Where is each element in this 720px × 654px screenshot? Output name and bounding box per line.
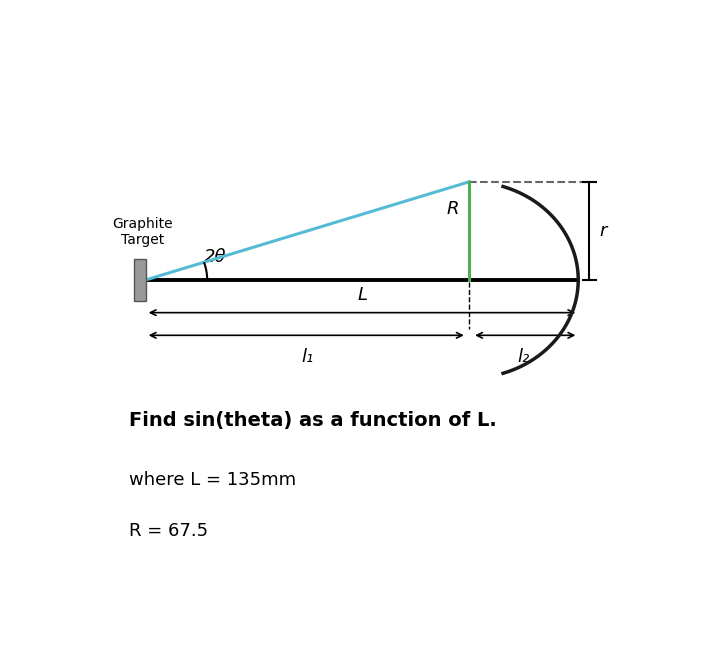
Text: where L = 135mm: where L = 135mm — [129, 472, 296, 489]
Text: l₂: l₂ — [518, 348, 530, 366]
Text: 2θ: 2θ — [204, 248, 227, 266]
Text: r: r — [600, 222, 607, 240]
Text: Graphite
Target: Graphite Target — [113, 217, 174, 247]
Bar — [133, 258, 145, 301]
Text: R: R — [446, 200, 459, 218]
Text: R = 67.5: R = 67.5 — [129, 522, 208, 540]
Text: Find sin(theta) as a function of L.: Find sin(theta) as a function of L. — [129, 411, 497, 430]
Text: l₁: l₁ — [302, 348, 314, 366]
Text: L: L — [357, 286, 367, 303]
